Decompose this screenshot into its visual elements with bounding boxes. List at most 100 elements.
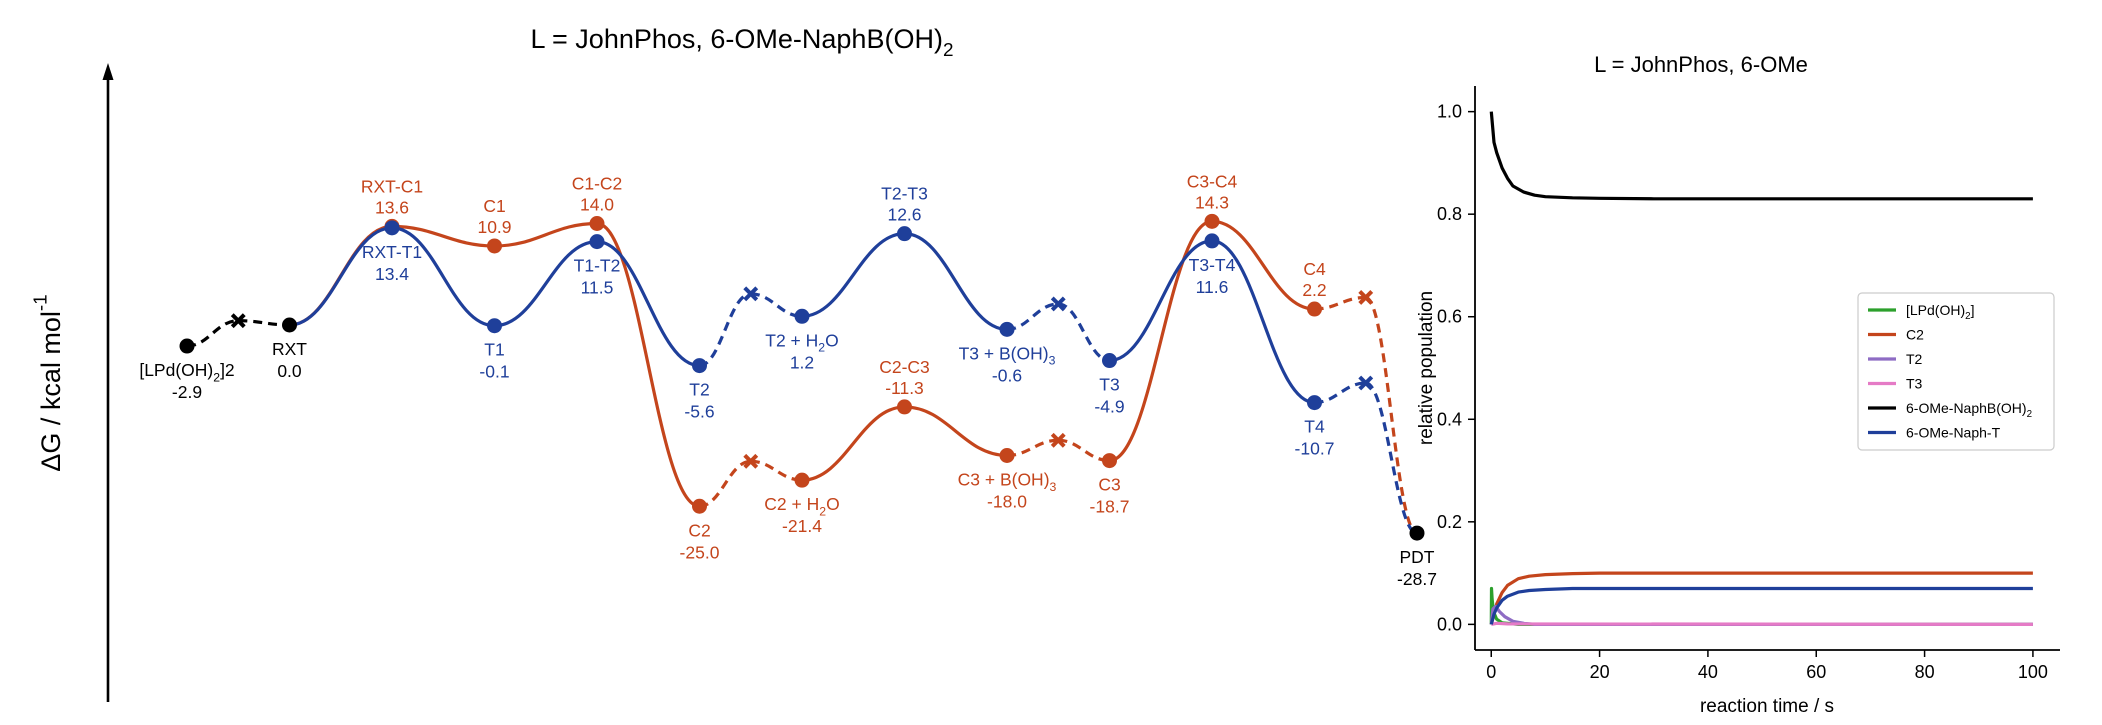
energy-label-name: C2 [688,520,710,540]
energy-segment-t2t3-t3b [904,232,1008,331]
energy-label-name: RXT-C1 [361,176,423,196]
energy-label-c4: C42.2 [1302,259,1326,300]
energy-label-name: C1-C2 [572,174,623,194]
legend-label: 6-OMe-NaphB(OH)2 [1906,400,2032,420]
energy-label-t3: T3-4.9 [1094,375,1124,417]
energy-point-c1 [487,238,502,254]
energy-label-value: 14.0 [580,195,614,215]
y-tick-label: 0.8 [1437,204,1462,224]
legend-entry-lpd-oh-2: [LPd(OH)2] [1868,302,1974,322]
energy-segment-c3c4-c4 [1211,219,1315,311]
y-tick-label: 0.4 [1437,409,1462,429]
energy-label-name: C4 [1303,259,1326,279]
y-tick-label: 0.0 [1437,614,1462,634]
energy-label-name: C2 + H2O [764,494,839,518]
energy-label-name: T2-T3 [881,184,928,204]
energy-profile-panel: L = JohnPhos, 6-OMe-NaphB(OH)2 ΔG / kcal… [31,24,1437,702]
energy-label-name: T4 [1304,417,1325,437]
energy-segment-c4x-pdt [1364,295,1418,535]
energy-label-name: C3-C4 [1187,171,1238,191]
energy-label-value: 14.3 [1195,192,1229,212]
energy-label-t1: T1-0.1 [479,340,509,382]
energy-point-t1t2 [589,234,605,250]
energy-intermediate-cross-c2x [743,453,759,469]
energy-label-t2: T2-5.6 [684,380,714,422]
energy-label-c3: C3-18.7 [1090,475,1130,517]
energy-label-name: C1 [483,196,505,216]
legend-entry-c2: C2 [1868,327,1924,343]
energy-label-value: 11.5 [581,278,614,298]
energy-label-c3b: C3 + B(OH)3-18.0 [958,470,1057,512]
energy-axis-label: ΔG / kcal mol-1 [31,294,67,471]
energy-label-t3b: T3 + B(OH)3-0.6 [959,343,1056,385]
energy-axis-arrowhead [102,63,114,80]
energy-point-c4 [1307,301,1322,317]
energy-label-c2h2o: C2 + H2O-21.4 [764,494,839,536]
energy-label-c2: C2-25.0 [680,520,720,562]
energy-label-value: -28.7 [1397,569,1437,589]
energy-segment-c1-c1c2 [494,221,598,248]
kinetics-title: L = JohnPhos, 6-OMe [1594,52,1808,77]
energy-label-value: 10.9 [477,217,511,237]
energy-point-c2h2o [794,472,810,488]
energy-label-c2c3: C2-C3-11.3 [879,357,930,398]
energy-intermediate-cross-t3x [1050,296,1066,312]
energy-label-value: 1.2 [790,352,814,372]
energy-segment-t3t4-t4 [1211,239,1315,405]
energy-segment-t4x-pdt [1365,381,1418,535]
energy-label-name: T3 + B(OH)3 [959,343,1056,367]
energy-point-t4 [1307,395,1322,411]
energy-point-c3b [999,448,1015,463]
energy-profile-title: L = JohnPhos, 6-OMe-NaphB(OH)2 [531,24,954,61]
energy-label-lpd2: [LPd(OH)2]2-2.9 [139,360,234,402]
series-line-t3 [1490,621,2033,626]
legend-box [1857,292,2055,451]
energy-label-value: -21.4 [782,516,822,536]
energy-point-t2t3 [897,226,912,242]
energy-label-value: -18.0 [987,492,1027,512]
legend-entry-6-ome-naph-t: 6-OMe-Naph-T [1868,425,2001,441]
energy-label-name: RXT [272,339,307,359]
kinetics-panel: L = JohnPhos, 6-OMe 0 20 40 60 80 100 0.0 0.2 0.… [1416,52,2060,717]
energy-point-t2 [692,358,707,374]
energy-point-t2h2o [794,308,810,324]
energy-label-value: 0.0 [277,361,302,381]
energy-intermediate-cross-c3x [1050,432,1066,448]
energy-intermediate-cross-t4x [1358,375,1374,391]
energy-label-value: -25.0 [680,542,720,562]
energy-label-name: [LPd(OH)2]2 [139,360,234,384]
energy-point-t3t4 [1204,233,1220,249]
energy-label-value: -2.9 [172,382,202,402]
energy-label-value: -11.3 [885,378,924,398]
energy-label-value: 13.4 [375,264,409,284]
energy-label-value: 13.6 [375,197,409,217]
energy-intermediate-cross-c4x [1358,290,1374,305]
energy-segment-rxt-rxtt1 [289,226,393,327]
x-tick-label: 40 [1698,662,1718,682]
energy-label-name: T2 [689,380,709,400]
series-line-c2 [1489,571,2033,625]
legend-label: T3 [1906,376,1923,392]
y-tick-label: 1.0 [1437,102,1462,122]
kinetics-x-axis-label: reaction time / s [1700,696,1834,717]
energy-label-name: C3 [1098,475,1120,495]
energy-label-value: -5.6 [684,402,714,422]
energy-label-name: T3 [1099,375,1119,395]
energy-label-value: -18.7 [1090,497,1130,517]
energy-segment-t3x-t3 [1057,302,1110,363]
y-tick-label: 0.6 [1437,307,1462,327]
energy-label-name: T1-T2 [574,256,621,276]
energy-segment-t3-t3t4 [1109,239,1213,363]
energy-point-rxtt1 [384,220,400,236]
x-tick-label: 100 [2018,662,2048,682]
kinetics-legend: [LPd(OH)2] C2 T2 T3 6-OMe-NaphB(OH)2 6-OMe-Na… [1857,292,2055,451]
kinetics-ticks: 0 20 40 60 80 100 0.0 0.2 0.4 0.6 0.8 1.0 [1437,102,2048,682]
kinetics-series [1489,111,2033,626]
